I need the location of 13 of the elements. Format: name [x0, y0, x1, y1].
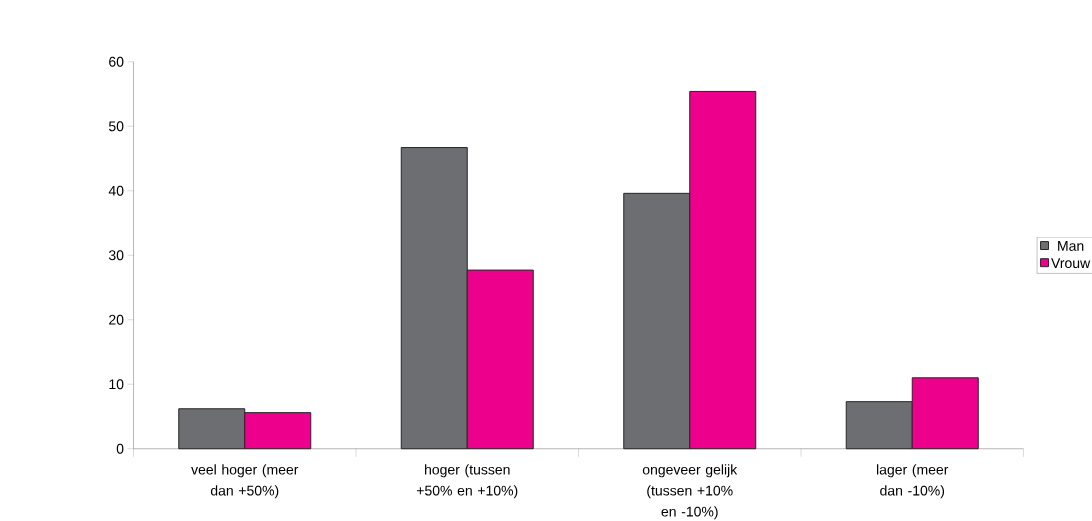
y-tick-label: 20: [109, 314, 124, 325]
y-tick-label: 50: [108, 121, 124, 132]
x-tick-label: lager (meer dan -10%): [877, 464, 949, 499]
y-tick-label: 30: [108, 250, 124, 261]
legend-label: Man: [1058, 241, 1084, 251]
y-tick-label: 10: [109, 379, 124, 390]
y-tick-label: 40: [108, 185, 124, 196]
y-tick-label: 60: [109, 56, 124, 67]
legend-label: Vrouw: [1051, 258, 1091, 269]
x-tick-label: ongeveer gelijk (tussen +10% en -10%): [642, 464, 738, 520]
x-tick-label: hoger (tussen +50% en +10%): [416, 464, 518, 499]
y-tick-label: 0: [116, 443, 124, 454]
x-tick-label: veel hoger (meer dan +50%): [191, 464, 299, 499]
